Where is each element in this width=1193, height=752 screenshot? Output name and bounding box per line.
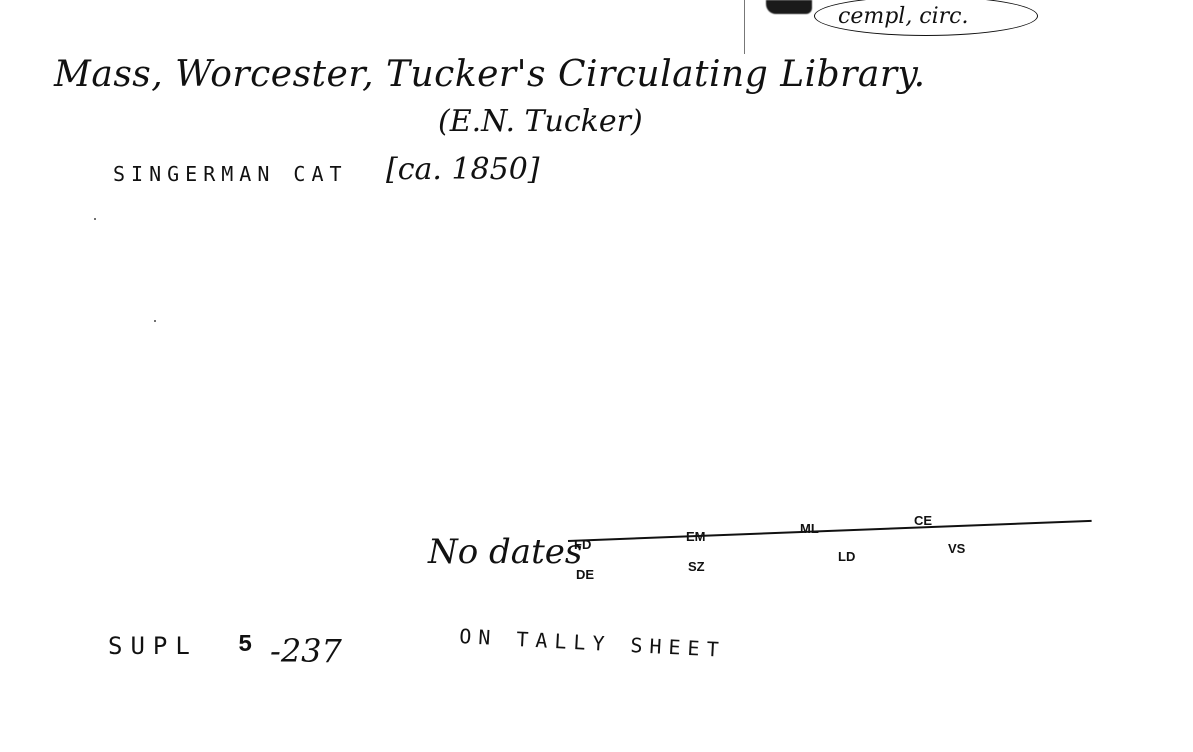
ink-smudge bbox=[766, 0, 812, 14]
code-ce: CE bbox=[914, 513, 933, 528]
stray-dot bbox=[94, 218, 96, 220]
supplement-typed: SUPL bbox=[108, 632, 198, 660]
corner-note: cempl, circ. bbox=[838, 4, 969, 29]
proprietor-handwritten: (E.N. Tucker) bbox=[438, 104, 643, 139]
code-sz: SZ bbox=[688, 559, 705, 574]
tally-typed: ON TALLY SHEET bbox=[458, 624, 727, 662]
no-dates-handwritten: No dates bbox=[428, 532, 583, 572]
supplement-handwritten: -237 bbox=[270, 632, 342, 670]
code-ml: ML bbox=[800, 521, 819, 536]
code-de: DE bbox=[576, 567, 595, 582]
code-em: EM bbox=[686, 529, 706, 544]
stray-dot bbox=[154, 320, 156, 322]
code-fd: FD bbox=[574, 537, 592, 552]
code-ld: LD bbox=[838, 549, 856, 564]
code-rule-line bbox=[567, 519, 1092, 542]
supplement-number: 5 bbox=[238, 632, 253, 659]
corner-vertical-rule bbox=[744, 0, 745, 54]
heading-handwritten: Mass, Worcester, Tucker's Circulating Li… bbox=[54, 54, 926, 95]
code-vs: VS bbox=[948, 541, 966, 556]
catalog-typed: SINGERMAN CAT bbox=[113, 162, 348, 186]
date-handwritten: [ca. 1850] bbox=[386, 152, 540, 187]
